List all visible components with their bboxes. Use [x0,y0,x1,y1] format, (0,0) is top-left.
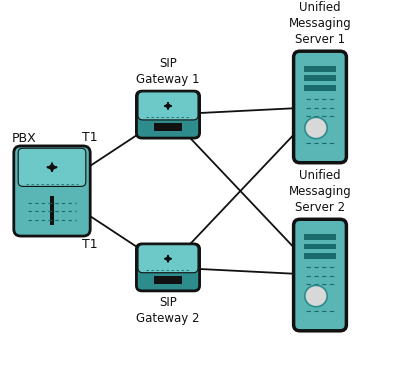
Bar [304,85,336,91]
Bar [304,234,336,240]
Circle shape [305,285,327,307]
Text: Unified
Messaging
Server 1: Unified Messaging Server 1 [289,1,351,46]
FancyBboxPatch shape [136,244,200,291]
FancyBboxPatch shape [18,148,86,186]
Bar [304,66,336,72]
FancyBboxPatch shape [294,219,346,331]
Text: Unified
Messaging
Server 2: Unified Messaging Server 2 [289,169,351,214]
FancyBboxPatch shape [294,51,346,163]
Text: T1: T1 [82,238,98,251]
Text: T1: T1 [82,131,98,144]
Circle shape [305,117,327,139]
Text: PBX: PBX [12,132,36,145]
Bar [154,123,182,131]
Text: SIP
Gateway 1: SIP Gateway 1 [136,57,200,86]
Bar [154,276,182,283]
Bar [304,253,336,259]
Text: SIP
Gateway 2: SIP Gateway 2 [136,296,200,325]
Bar [304,75,336,81]
Bar [304,244,336,249]
FancyBboxPatch shape [138,245,198,273]
FancyBboxPatch shape [14,146,90,236]
FancyBboxPatch shape [138,92,198,120]
Bar [50,196,54,225]
FancyBboxPatch shape [136,91,200,138]
